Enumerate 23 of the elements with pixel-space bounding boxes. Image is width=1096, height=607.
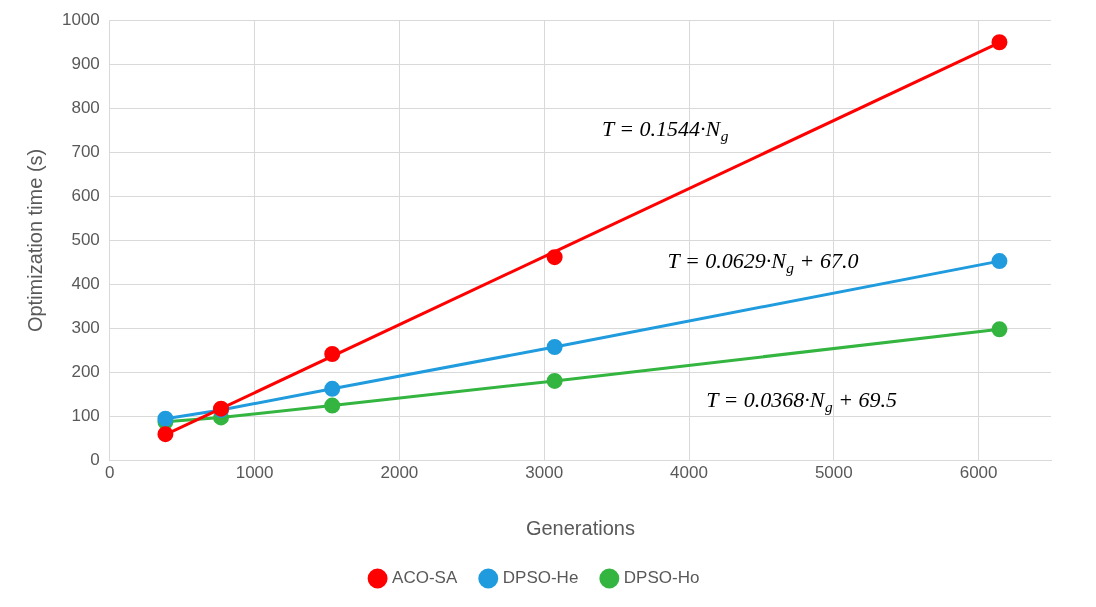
y-tick-label: 600 xyxy=(71,186,100,206)
y-tick-label: 400 xyxy=(71,274,100,294)
y-tick-label: 300 xyxy=(71,318,100,338)
y-tick-label: 700 xyxy=(71,142,100,162)
y-tick-label: 100 xyxy=(71,406,100,426)
y-tick-label: 200 xyxy=(71,362,100,382)
x-tick-label: 6000 xyxy=(959,463,998,483)
x-tick-label: 2000 xyxy=(380,463,419,483)
x-axis-title: Generations xyxy=(525,516,635,539)
y-axis-title: Optimization time (s) xyxy=(23,148,46,333)
legend-label: DPSO-Ho xyxy=(623,568,700,588)
x-tick-label: 4000 xyxy=(670,463,708,483)
legend-label: DPSO-He xyxy=(502,568,579,588)
legend-label: ACO-SA xyxy=(392,568,458,588)
y-tick-label: 1000 xyxy=(61,9,100,29)
x-tick-label: 1000 xyxy=(235,463,274,483)
y-tick-label: 500 xyxy=(71,230,100,250)
y-tick-label: 0 xyxy=(90,450,100,470)
x-tick-label: 3000 xyxy=(525,463,564,483)
y-tick-label: 800 xyxy=(71,97,100,117)
y-tick-label: 900 xyxy=(71,53,100,73)
x-tick-label: 0 xyxy=(105,463,115,483)
x-tick-label: 5000 xyxy=(814,463,853,483)
